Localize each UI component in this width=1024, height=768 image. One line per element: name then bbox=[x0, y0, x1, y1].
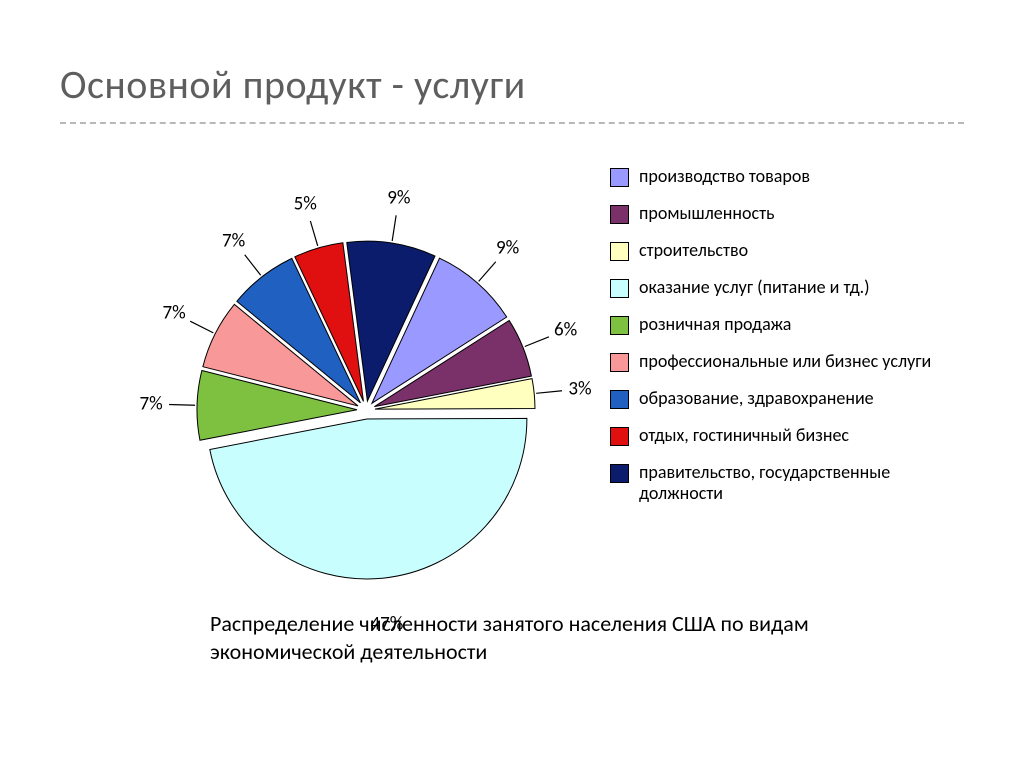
legend-item: розничная продажа bbox=[610, 314, 969, 335]
legend-item: правительство, государственные должности bbox=[610, 462, 969, 503]
slice-pct-label: 7% bbox=[162, 302, 185, 325]
legend-swatch bbox=[610, 353, 629, 372]
chart-legend: производство товаров промышленность строит… bbox=[610, 166, 969, 519]
legend-label: образование, здравохранение bbox=[639, 388, 874, 409]
chart-caption: Распределение численности занятого насел… bbox=[210, 610, 950, 665]
legend-item: производство товаров bbox=[610, 166, 969, 187]
legend-label: профессиональные или бизнес услуги bbox=[639, 351, 931, 372]
legend-swatch bbox=[610, 168, 629, 187]
legend-item: профессиональные или бизнес услуги bbox=[610, 351, 969, 372]
legend-swatch bbox=[610, 464, 629, 483]
legend-swatch bbox=[610, 316, 629, 335]
legend-label: отдых, гостиничный бизнес bbox=[639, 425, 849, 446]
legend-label: оказание услуг (питание и тд.) bbox=[639, 277, 870, 298]
slice-pct-label: 3% bbox=[568, 378, 591, 401]
title-rule bbox=[60, 122, 964, 124]
legend-item: промышленность bbox=[610, 203, 969, 224]
slice-pct-label: 7% bbox=[222, 229, 245, 252]
legend-item: оказание услуг (питание и тд.) bbox=[610, 277, 969, 298]
legend-label: розничная продажа bbox=[639, 314, 791, 335]
slice-pct-label: 6% bbox=[554, 319, 577, 342]
legend-label: производство товаров bbox=[639, 166, 810, 187]
legend-swatch bbox=[610, 242, 629, 261]
legend-item: образование, здравохранение bbox=[610, 388, 969, 409]
legend-label: промышленность bbox=[639, 203, 775, 224]
slide-title: Основной продукт - услуги bbox=[60, 60, 526, 109]
legend-item: строительство bbox=[610, 240, 969, 261]
legend-swatch bbox=[610, 205, 629, 224]
slice-pct-label: 7% bbox=[139, 392, 162, 415]
legend-label: строительство bbox=[639, 240, 748, 261]
legend-swatch bbox=[610, 390, 629, 409]
slice-pct-label: 9% bbox=[387, 186, 410, 209]
pie-chart: 9%6%3%47%7%7%7%5%9% bbox=[60, 150, 580, 580]
legend-item: отдых, гостиничный бизнес bbox=[610, 425, 969, 446]
pie-slice bbox=[210, 418, 527, 579]
legend-swatch bbox=[610, 427, 629, 446]
slice-pct-label: 9% bbox=[496, 237, 519, 260]
slice-pct-label: 5% bbox=[294, 192, 317, 215]
legend-label: правительство, государственные должности bbox=[639, 462, 969, 503]
legend-swatch bbox=[610, 279, 629, 298]
